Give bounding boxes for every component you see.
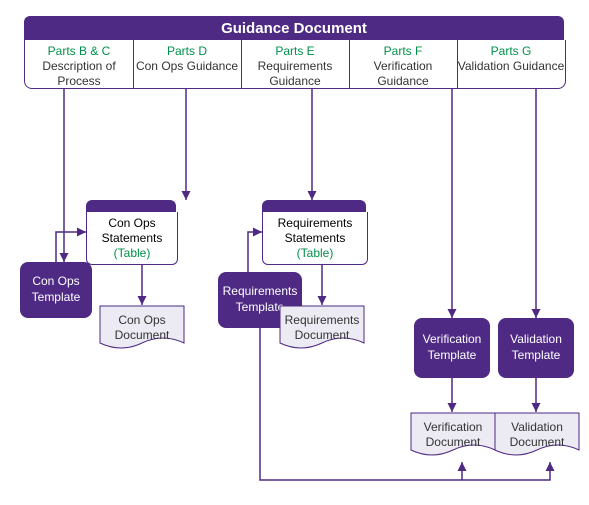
- verification-document-shape: Verification Document: [410, 412, 496, 462]
- validation-document-shape: Validation Document: [494, 412, 580, 462]
- header-title: Guidance Document: [221, 20, 367, 37]
- requirements-document-shape: Requirements Document: [279, 305, 365, 355]
- diagram-stage: Guidance Document Parts B & C Descriptio…: [0, 0, 589, 505]
- header-parts-row: Parts B & C Description of Process Parts…: [24, 40, 566, 89]
- conops-template-box: Con Ops Template: [20, 262, 92, 318]
- validation-template-box: Validation Template: [498, 318, 574, 378]
- requirements-statements-box: Requirements Statements (Table): [262, 212, 368, 265]
- header-cell-parts-g: Parts G Validation Guidance: [457, 44, 565, 74]
- requirements-statements-bar: [262, 200, 366, 212]
- header-cell-parts-e: Parts E Requirements Guidance: [241, 44, 349, 89]
- conops-document-shape: Con Ops Document: [99, 305, 185, 355]
- verification-template-box: Verification Template: [414, 318, 490, 378]
- header-cell-parts-f: Parts F Verification Guidance: [349, 44, 457, 89]
- header-cell-parts-bc: Parts B & C Description of Process: [25, 44, 133, 89]
- header-cell-parts-d: Parts D Con Ops Guidance: [133, 44, 241, 74]
- conops-statements-bar: [86, 200, 176, 212]
- conops-statements-box: Con Ops Statements (Table): [86, 212, 178, 265]
